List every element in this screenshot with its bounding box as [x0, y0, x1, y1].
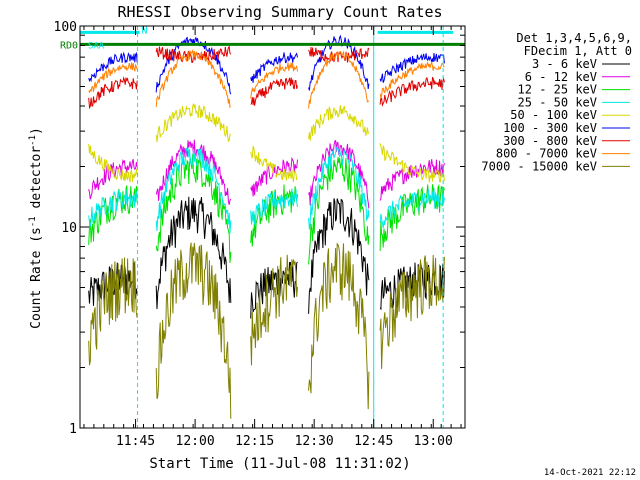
x-axis-label: Start Time (11-Jul-08 11:31:02): [149, 456, 410, 472]
x-tick-label-4: 12:45: [354, 434, 393, 449]
series-line-1: [88, 139, 445, 209]
x-tick-label-1: 12:00: [176, 434, 215, 449]
x-tick-label-0: 11:45: [116, 434, 155, 449]
flag-label-0: RD0: [60, 40, 78, 51]
series-line-3: [88, 145, 445, 234]
legend-label-7: 800 - 7000 keV: [496, 147, 597, 161]
legend-label-5: 100 - 300 keV: [503, 121, 597, 135]
chart-title: RHESSI Observing Summary Count Rates: [117, 3, 442, 21]
footer-timestamp: 14-Oct-2021 22:12: [544, 468, 636, 478]
y-tick-label-2: 100: [54, 20, 77, 35]
y-axis-label-prefix: Count Rate (s: [29, 227, 44, 329]
y-axis-label-exponent: -1: [28, 216, 38, 227]
series-layer: [88, 34, 445, 419]
series-line-8: [88, 242, 445, 419]
legend-header-line-1: Det 1,3,4,5,6,9,: [516, 31, 632, 45]
series-line-5: [88, 34, 445, 95]
y-tick-label-0: 1: [69, 422, 77, 437]
flag-layer: RD0 N SAA: [60, 25, 465, 51]
series-line-7: [88, 49, 445, 109]
x-tick-label-3: 12:30: [295, 434, 334, 449]
x-tick-label-2: 12:15: [235, 434, 274, 449]
legend-label-8: 7000 - 15000 keV: [481, 159, 597, 173]
y-axis-label-end: ): [29, 127, 44, 135]
legend-label-0: 3 - 6 keV: [532, 57, 597, 71]
saa-flag-label: SAA: [88, 41, 105, 51]
y-axis-label-suffix: detector: [29, 146, 44, 217]
legend-label-4: 50 - 100 keV: [510, 108, 597, 122]
y-axis-label-exponent-2: -1: [28, 135, 38, 146]
legend-label-2: 12 - 25 keV: [518, 83, 597, 97]
series-line-4: [88, 102, 445, 183]
legend-label-1: 6 - 12 keV: [525, 70, 597, 84]
y-axis-label: Count Rate (s-1 detector-1): [28, 127, 44, 329]
flag-label-1: N: [142, 25, 148, 36]
plot-frame: [79, 25, 466, 429]
axis-layer: 1 10 100 11:45 12:00 12:15 12:30 12:45 13:00: [54, 20, 465, 449]
legend-label-3: 25 - 50 keV: [518, 95, 597, 109]
legend-label-6: 300 - 800 keV: [503, 134, 597, 148]
x-tick-label-5: 13:00: [414, 434, 453, 449]
series-line-6: [88, 45, 445, 110]
legend-header-line-2: FDecim 1, Att 0: [524, 44, 632, 58]
y-tick-label-1: 10: [61, 221, 77, 236]
